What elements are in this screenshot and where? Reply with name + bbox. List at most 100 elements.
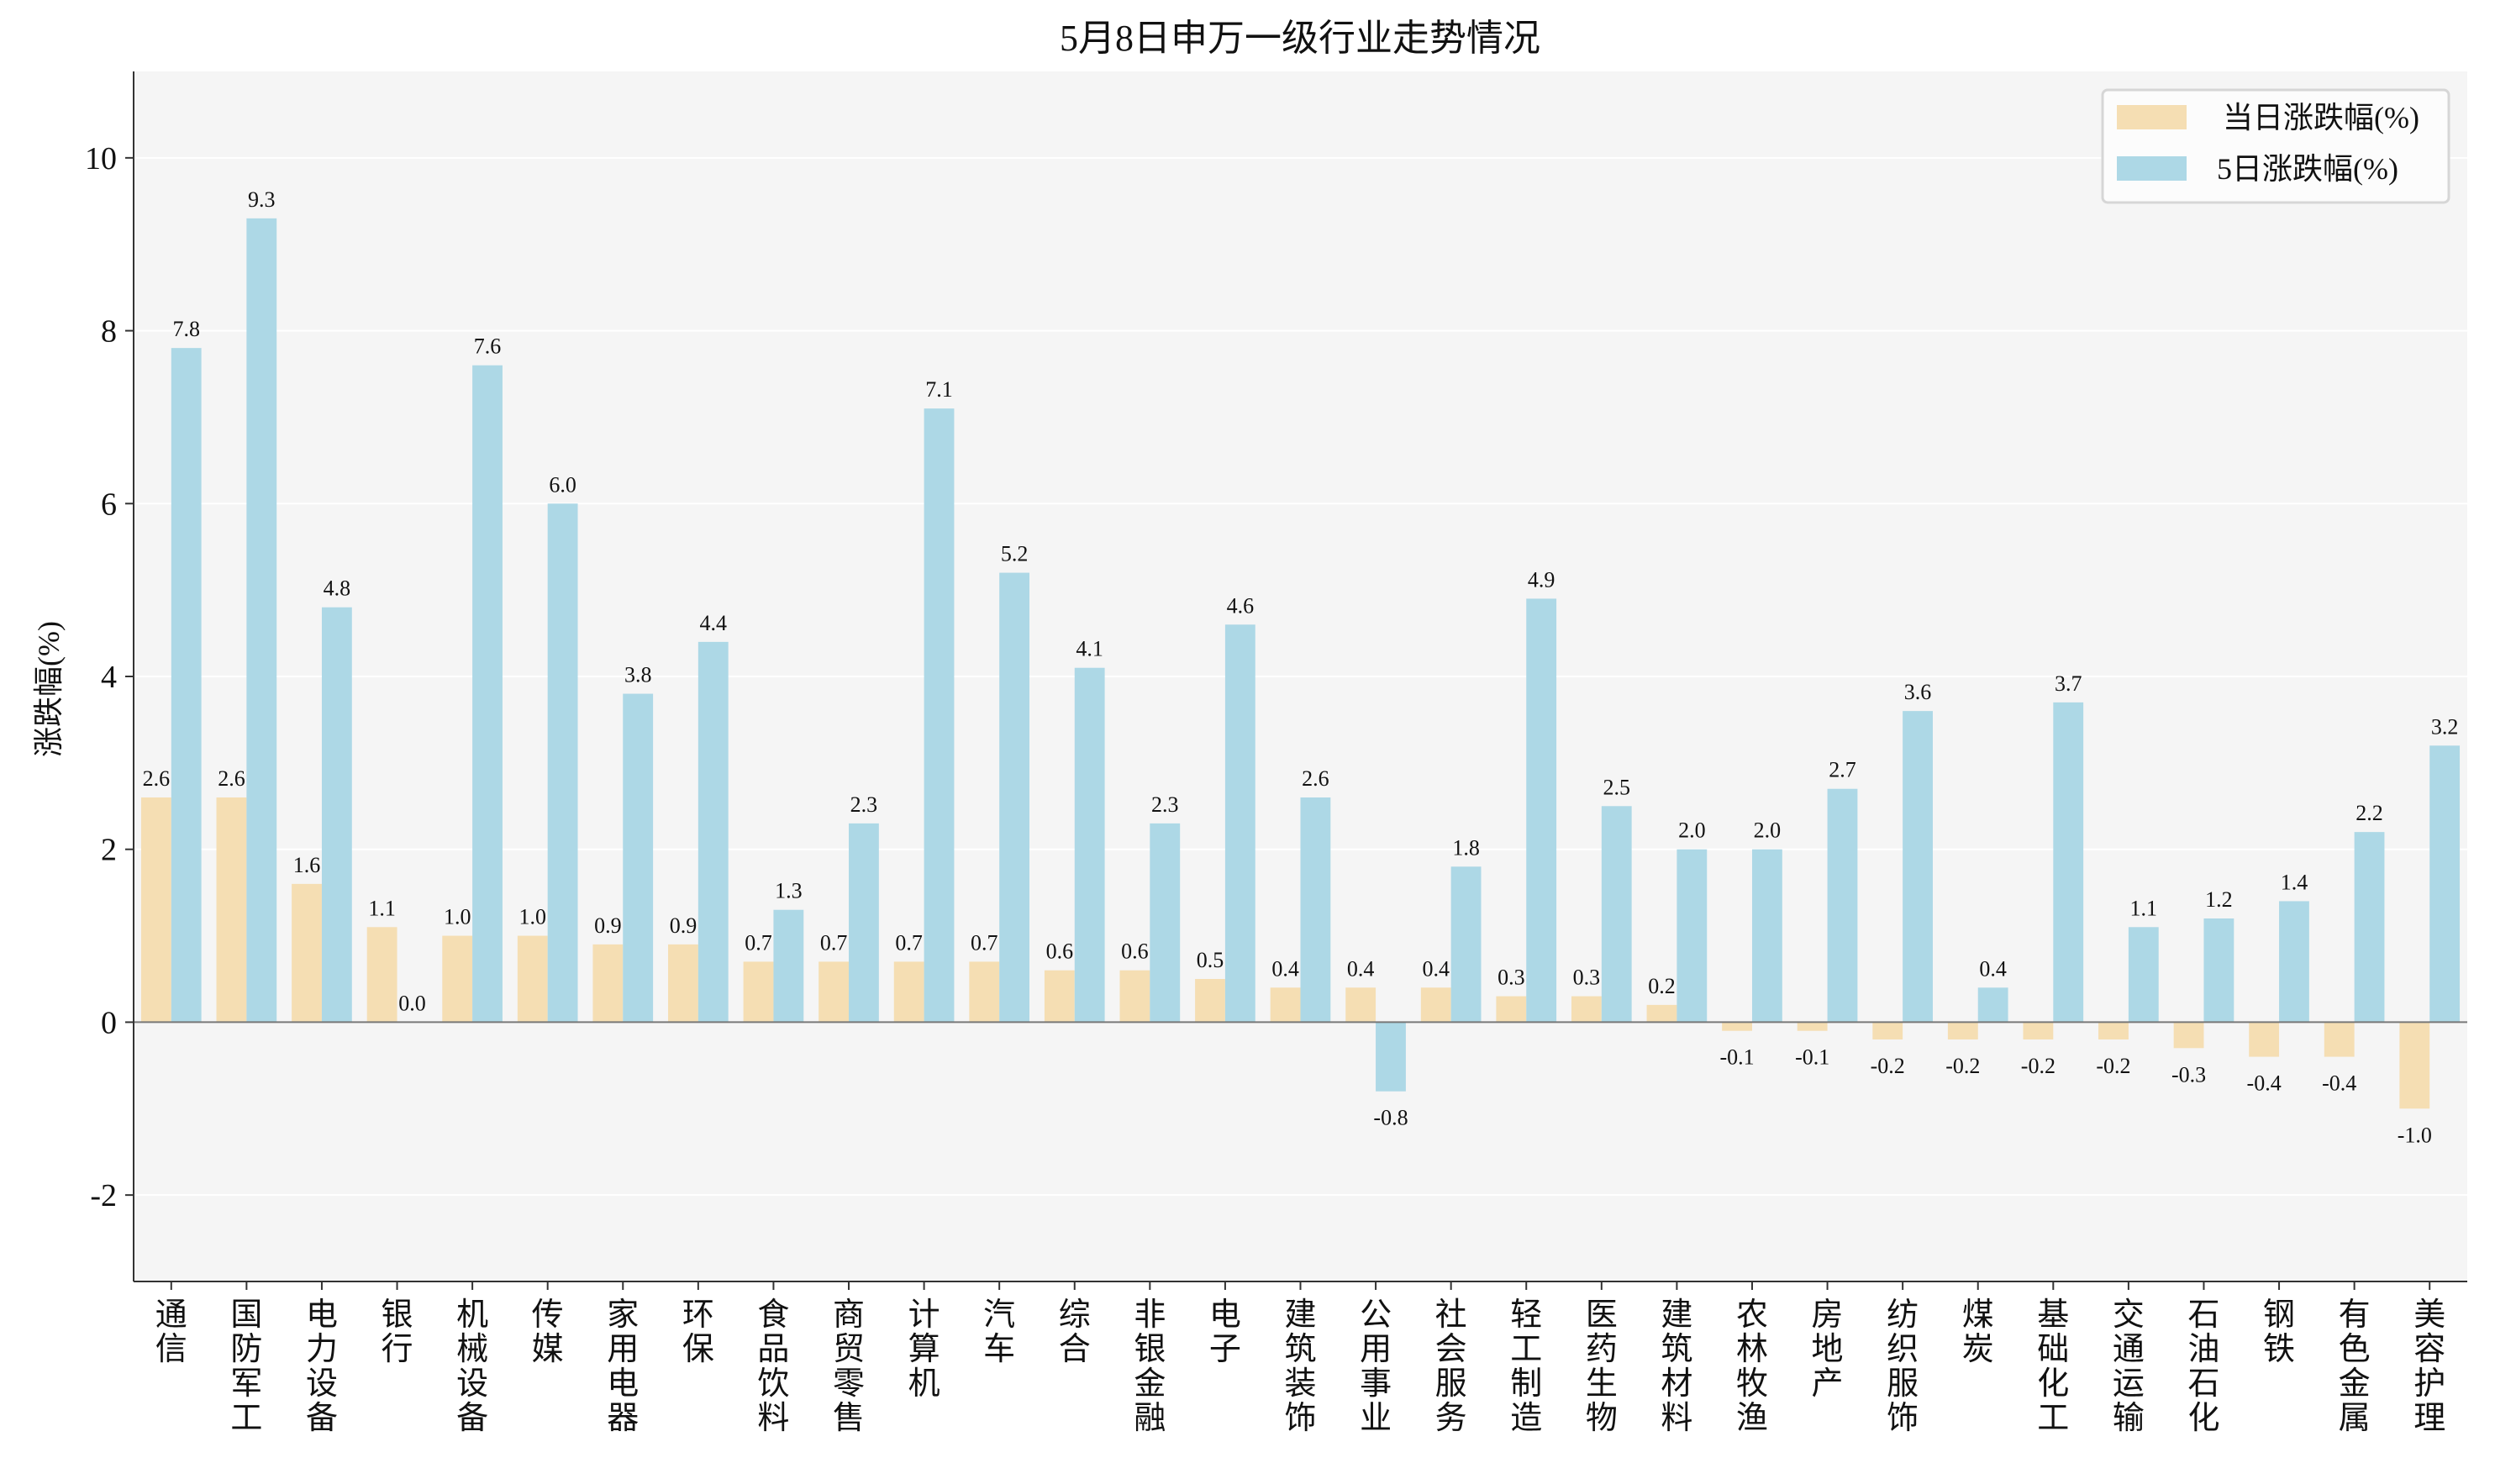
data-label: 1.6 [293, 853, 321, 877]
daily-bar [517, 935, 548, 1023]
legend-swatch [2117, 156, 2187, 181]
data-label: 0.4 [1271, 956, 1299, 981]
daily-bar [2173, 1022, 2204, 1049]
data-label: 2.5 [1603, 775, 1630, 799]
daily-bar [1646, 1004, 1677, 1023]
x-tick-label: 纺织服饰 [1887, 1297, 1919, 1436]
data-labels: 2.6 2.6 1.6 1.1 1.0 1.0 0.9 0.9 0.7 0.7 0.7 0.7 0.6 0… [143, 187, 2459, 1147]
five-day-bar [623, 693, 654, 1023]
data-label: 2.2 [2356, 801, 2383, 825]
data-label: 2.3 [1151, 792, 1179, 817]
data-label: 7.6 [474, 334, 502, 359]
daily-bar [2098, 1022, 2129, 1039]
five-day-bar [1450, 866, 1482, 1023]
daily-bar [2324, 1022, 2355, 1057]
data-label: 2.7 [1829, 758, 1856, 782]
x-tick-label: 建筑材料 [1661, 1297, 1692, 1436]
x-tick-label: 建筑装饰 [1284, 1297, 1316, 1436]
data-label: 4.4 [700, 611, 728, 635]
x-tick-label: 有色金属 [2339, 1297, 2371, 1436]
five-day-bar [2354, 832, 2385, 1023]
data-label: -0.2 [1871, 1054, 1905, 1078]
daily-bar [2023, 1022, 2054, 1039]
five-day-bar [697, 641, 729, 1023]
x-tick-label: 交通运输 [2113, 1297, 2145, 1436]
daily-bar [1119, 970, 1150, 1023]
y-axis-label: 涨跌幅(%) [32, 621, 66, 757]
five-day-bar [246, 218, 277, 1023]
data-label: -0.1 [1795, 1045, 1829, 1070]
daily-bar [1195, 979, 1225, 1023]
x-tick-label: 电子 [1209, 1297, 1241, 1367]
x-tick-label: 基础化工 [2037, 1297, 2069, 1436]
data-label: 4.1 [1076, 637, 1103, 661]
data-label: 0.2 [1648, 974, 1676, 998]
daily-bar [1496, 996, 1527, 1023]
daily-bar [366, 927, 397, 1023]
x-tick-label: 商贸零售 [833, 1297, 865, 1436]
daily-bar [216, 797, 247, 1023]
data-label: 3.6 [1904, 680, 1932, 704]
five-day-bar [2279, 901, 2309, 1023]
data-label: -0.8 [1373, 1106, 1408, 1130]
five-day-bar [2128, 927, 2159, 1023]
five-day-bar [1827, 788, 1858, 1023]
x-tick-label: 传媒 [532, 1297, 564, 1367]
data-label: -0.1 [1719, 1045, 1754, 1070]
x-tick-label: 钢铁 [2263, 1297, 2295, 1367]
daily-bar [1571, 996, 1602, 1023]
data-label: 3.7 [2055, 671, 2082, 696]
data-label: 1.8 [1452, 835, 1480, 860]
data-label: 0.9 [594, 913, 622, 938]
data-label: 0.7 [745, 930, 772, 955]
x-tick-label: 农林牧渔 [1736, 1297, 1768, 1436]
five-day-bar [472, 365, 503, 1023]
daily-bar [743, 961, 774, 1023]
data-label: 4.9 [1528, 567, 1555, 592]
y-tick-label: 10 [85, 141, 117, 176]
daily-bar [668, 944, 698, 1023]
x-tick-label: 轻工制造 [1510, 1297, 1542, 1436]
data-label: 2.6 [218, 766, 245, 791]
data-label: 0.4 [1347, 956, 1375, 981]
data-label: 1.2 [2205, 887, 2233, 912]
data-label: 1.4 [2281, 870, 2308, 894]
x-tick-label: 非银金融 [1134, 1297, 1166, 1436]
five-day-bar [1601, 806, 1632, 1023]
axes: -2 0 2 4 6 8 10 通信 国防军工 电力设备 银行 机械设备 传媒 家用电器 环保 食品饮料 商贸零… [85, 71, 2467, 1436]
data-label: 2.6 [1302, 766, 1329, 791]
five-day-bar [924, 408, 955, 1023]
y-tick-label: 2 [101, 833, 117, 868]
data-label: 1.1 [2130, 896, 2158, 920]
x-tick-label: 机械设备 [456, 1297, 488, 1436]
data-label: 7.1 [925, 377, 953, 402]
five-day-bar [1074, 667, 1105, 1023]
data-label: 3.2 [2431, 714, 2459, 739]
y-tick-label: 4 [101, 660, 117, 695]
chart-title: 5月8日申万一级行业走势情况 [1060, 18, 1540, 59]
legend: 当日涨跌幅(%) 5日涨跌幅(%) [2101, 88, 2450, 204]
five-day-bar [2429, 745, 2461, 1023]
five-day-bar [1751, 849, 1782, 1023]
daily-bar [893, 961, 924, 1023]
data-label: 9.3 [248, 187, 276, 212]
daily-bar [969, 961, 1000, 1023]
five-day-bar [1224, 624, 1255, 1023]
x-tick-label: 通信 [155, 1297, 187, 1367]
data-label: 0.3 [1498, 966, 1525, 990]
daily-bar [140, 797, 171, 1023]
x-tick-label: 房地产 [1812, 1297, 1844, 1402]
bars [140, 218, 2461, 1109]
daily-bar [442, 935, 473, 1023]
data-label: 2.0 [1678, 818, 1706, 843]
y-tick-label: 6 [101, 487, 117, 522]
data-label: 0.9 [670, 913, 697, 938]
five-day-bar [321, 607, 352, 1023]
data-label: 2.6 [143, 766, 171, 791]
five-day-bar [1150, 823, 1181, 1023]
x-tick-label: 公用事业 [1360, 1297, 1392, 1436]
data-label: 1.3 [775, 879, 803, 903]
data-label: 0.5 [1197, 948, 1224, 972]
x-tick-label: 国防军工 [230, 1297, 262, 1436]
x-tick-label: 环保 [682, 1297, 714, 1367]
